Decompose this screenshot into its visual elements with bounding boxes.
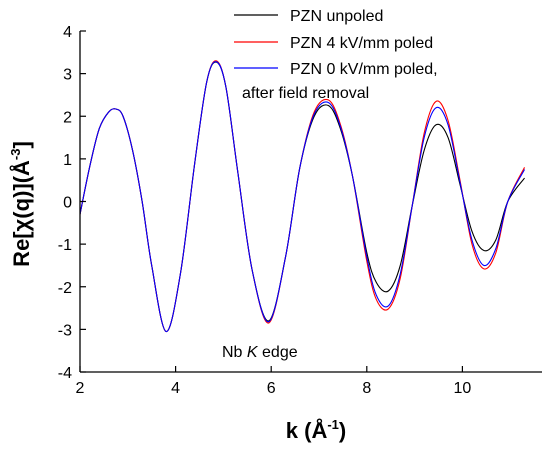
x-tick-label: 8 [362,380,371,397]
y-axis-title-sup: -3 [8,149,23,161]
legend-label-0kv-line2: after field removal [242,85,369,102]
x-axis-title: k (Å-1) [286,417,346,443]
y-tick-label: -1 [58,237,72,254]
x-axis-title-sup: -1 [327,417,339,432]
annotation-prefix: Nb [222,344,247,361]
x-tick-label: 2 [76,380,85,397]
x-tick-label: 4 [171,380,180,397]
y-tick-label: -2 [58,280,72,297]
y-tick-label: 1 [63,152,72,169]
y-tick-label: -3 [58,322,72,339]
tick-layer: 2 4 6 8 10 -4 -3 -2 -1 0 1 2 3 4 [58,24,472,397]
x-tick-label: 10 [454,380,472,397]
legend-label-4kv: PZN 4 kV/mm poled [290,35,433,52]
y-tick-label: -4 [58,365,72,382]
y-tick-label: 0 [63,195,72,212]
legend-label-0kv: PZN 0 kV/mm poled, [290,61,438,78]
y-axis-title-main: Re[χ(q)](Å [8,160,34,267]
y-tick-label: 3 [63,67,72,84]
x-axis-title-tail: ) [339,418,346,443]
annotation-italic: K [247,344,259,361]
annotation-suffix: edge [258,344,298,361]
edge-annotation: Nb K edge [222,344,298,361]
series-layer [80,60,526,333]
legend: PZN unpoled PZN 4 kV/mm poled PZN 0 kV/m… [234,8,438,102]
series-line-0kv-after-removal [80,61,526,333]
x-tick-label: 6 [267,380,276,397]
legend-label-unpoled: PZN unpoled [290,8,383,25]
y-tick-label: 4 [63,24,72,41]
y-axis-title: Re[χ(q)](Å-3] [8,141,34,267]
x-axis-title-main: k (Å [286,417,328,443]
series-line-unpoled [80,61,525,333]
y-tick-label: 2 [63,109,72,126]
y-axis-title-tail: ] [9,141,34,148]
